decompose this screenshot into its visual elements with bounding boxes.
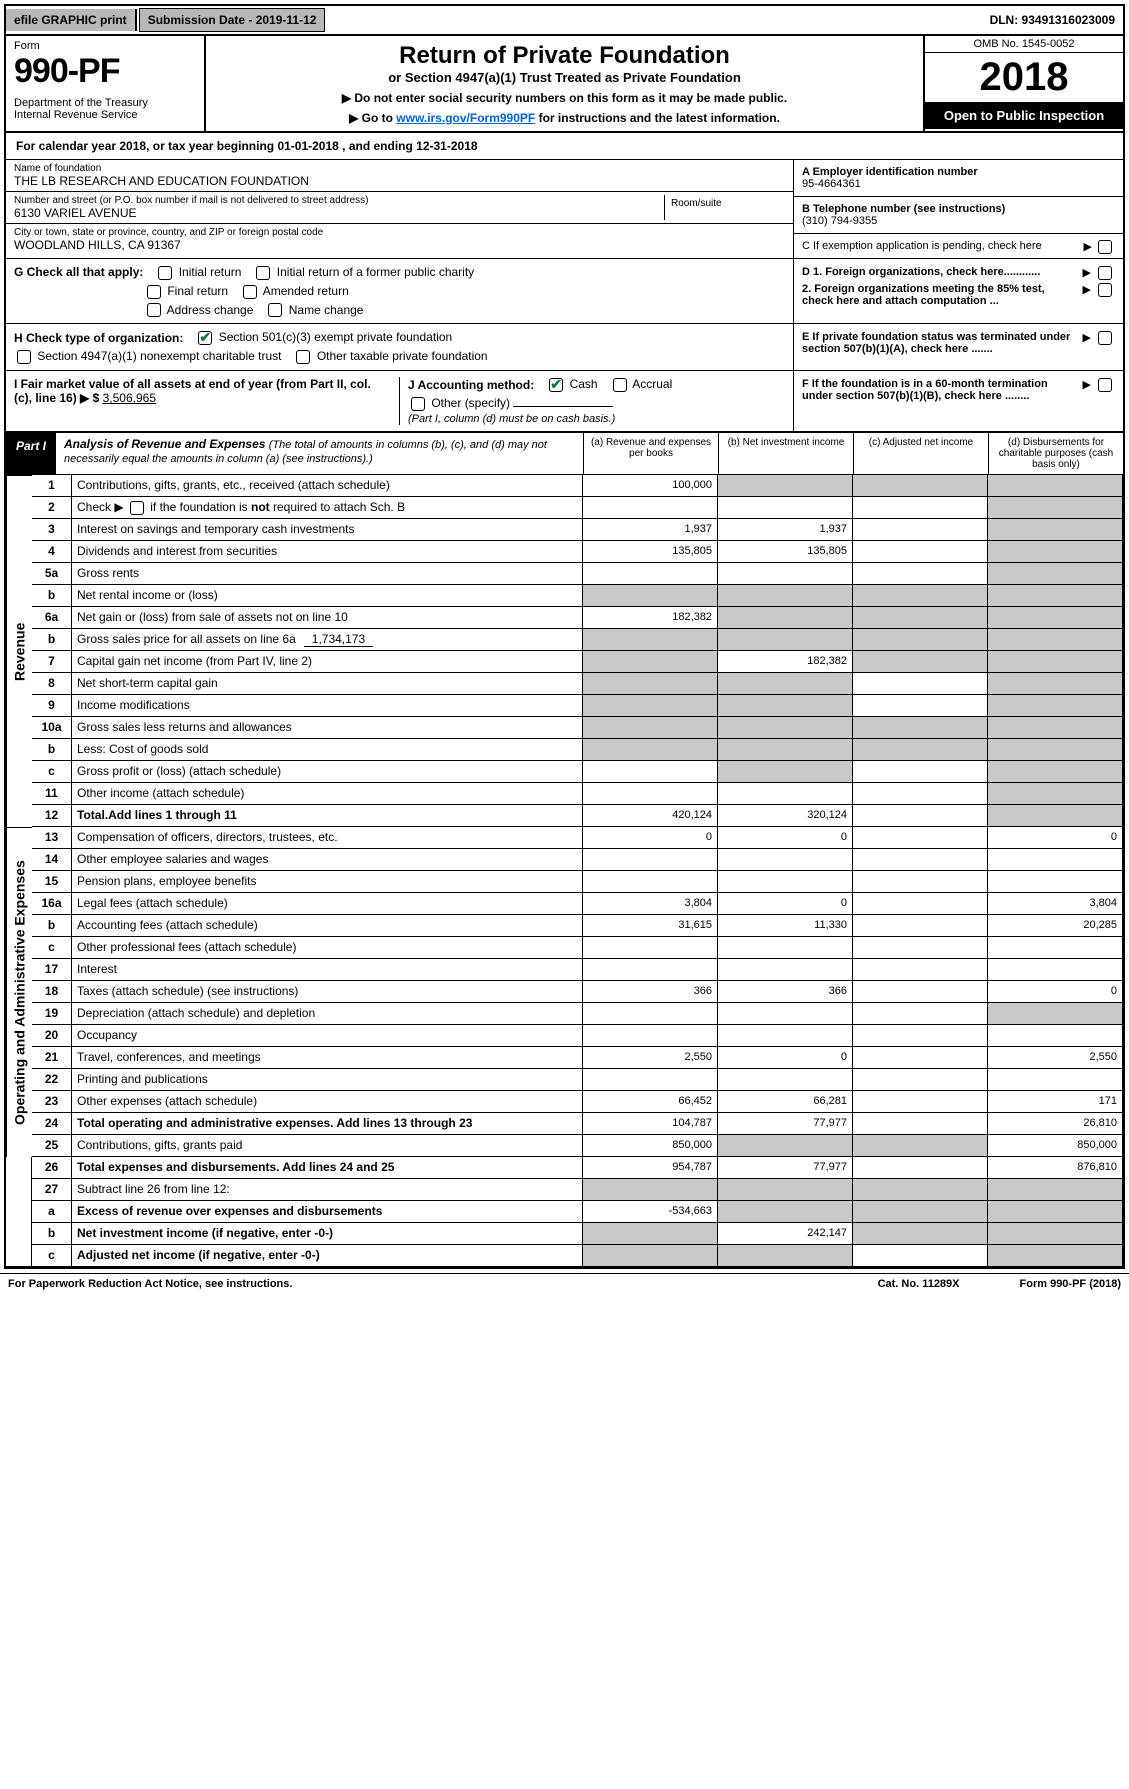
col-d-header: (d) Disbursements for charitable purpose… — [988, 433, 1123, 474]
section-d: D 1. Foreign organizations, check here..… — [793, 259, 1123, 323]
section-ij-f: I Fair market value of all assets at end… — [6, 371, 1123, 431]
exemption-checkbox[interactable] — [1098, 240, 1112, 254]
form-label: Form — [14, 40, 196, 52]
instructions-link[interactable]: www.irs.gov/Form990PF — [396, 111, 535, 125]
final-return-checkbox[interactable] — [147, 285, 161, 299]
501c3-checkbox[interactable] — [198, 331, 212, 345]
header-left: Form 990-PF Department of the Treasury I… — [6, 36, 206, 131]
cash-checkbox[interactable] — [549, 378, 563, 392]
part1-grid: Revenue 1Contributions, gifts, grants, e… — [6, 475, 1123, 1267]
form-header: Form 990-PF Department of the Treasury I… — [6, 36, 1123, 133]
submission-date: Submission Date - 2019-11-12 — [139, 8, 326, 32]
paperwork-notice: For Paperwork Reduction Act Notice, see … — [8, 1278, 292, 1290]
section-e: E If private foundation status was termi… — [793, 324, 1123, 370]
section-ij: I Fair market value of all assets at end… — [6, 371, 793, 431]
name-change-checkbox[interactable] — [268, 303, 282, 317]
revenue-label: Revenue — [6, 475, 32, 827]
form-number: 990-PF — [14, 52, 196, 91]
form-container: efile GRAPHIC print Submission Date - 20… — [4, 4, 1125, 1269]
other-method-checkbox[interactable] — [411, 397, 425, 411]
section-g-d: G Check all that apply: Initial return I… — [6, 259, 1123, 324]
ein-cell: A Employer identification number 95-4664… — [794, 160, 1123, 197]
city-cell: City or town, state or province, country… — [6, 224, 793, 255]
form-footer-label: Form 990-PF (2018) — [1020, 1278, 1121, 1290]
department: Department of the Treasury Internal Reve… — [14, 97, 196, 121]
open-to-public: Open to Public Inspection — [925, 102, 1123, 129]
page-footer: For Paperwork Reduction Act Notice, see … — [0, 1273, 1129, 1294]
catalog-number: Cat. No. 11289X — [878, 1278, 960, 1290]
form-subtitle: or Section 4947(a)(1) Trust Treated as P… — [216, 70, 913, 85]
initial-return-checkbox[interactable] — [158, 266, 172, 280]
col-c-header: (c) Adjusted net income — [853, 433, 988, 474]
60month-checkbox[interactable] — [1098, 378, 1112, 392]
other-taxable-checkbox[interactable] — [296, 350, 310, 364]
accrual-checkbox[interactable] — [613, 378, 627, 392]
part1-tag: Part I — [6, 433, 56, 474]
foundation-name-cell: Name of foundation THE LB RESEARCH AND E… — [6, 160, 793, 192]
tax-year: 2018 — [925, 53, 1123, 102]
foreign-85-checkbox[interactable] — [1098, 283, 1112, 297]
amended-return-checkbox[interactable] — [243, 285, 257, 299]
section-f: F If the foundation is in a 60-month ter… — [793, 371, 1123, 431]
room-cell: Room/suite — [665, 195, 785, 220]
col-a-header: (a) Revenue and expenses per books — [583, 433, 718, 474]
calendar-year-line: For calendar year 2018, or tax year begi… — [6, 133, 1123, 160]
dln: DLN: 93491316023009 — [982, 9, 1123, 31]
expenses-label: Operating and Administrative Expenses — [6, 827, 32, 1157]
fmv-value: 3,506,965 — [103, 391, 156, 405]
address-change-checkbox[interactable] — [147, 303, 161, 317]
section-h-e: H Check type of organization: Section 50… — [6, 324, 1123, 371]
section-g: G Check all that apply: Initial return I… — [6, 259, 793, 323]
header-right: OMB No. 1545-0052 2018 Open to Public In… — [923, 36, 1123, 131]
address-row: Number and street (or P.O. box number if… — [6, 192, 793, 224]
efile-label: efile GRAPHIC print — [6, 9, 137, 31]
section-h: H Check type of organization: Section 50… — [6, 324, 793, 370]
part1-header: Part I Analysis of Revenue and Expenses … — [6, 431, 1123, 475]
col-b-header: (b) Net investment income — [718, 433, 853, 474]
entity-info: Name of foundation THE LB RESEARCH AND E… — [6, 160, 1123, 259]
street-cell: Number and street (or P.O. box number if… — [14, 195, 665, 220]
form-title: Return of Private Foundation — [216, 42, 913, 70]
entity-left: Name of foundation THE LB RESEARCH AND E… — [6, 160, 793, 258]
part1-desc: Analysis of Revenue and Expenses (The to… — [56, 433, 583, 474]
exemption-pending-cell: C If exemption application is pending, c… — [794, 234, 1123, 258]
omb-number: OMB No. 1545-0052 — [925, 36, 1123, 53]
foreign-org-checkbox[interactable] — [1098, 266, 1112, 280]
initial-former-checkbox[interactable] — [256, 266, 270, 280]
entity-right: A Employer identification number 95-4664… — [793, 160, 1123, 258]
4947-checkbox[interactable] — [17, 350, 31, 364]
note-1: ▶ Do not enter social security numbers o… — [216, 91, 913, 105]
header-center: Return of Private Foundation or Section … — [206, 36, 923, 131]
sch-b-checkbox[interactable] — [130, 501, 144, 515]
terminated-checkbox[interactable] — [1098, 331, 1112, 345]
topbar: efile GRAPHIC print Submission Date - 20… — [6, 6, 1123, 36]
note-2: ▶ Go to www.irs.gov/Form990PF for instru… — [216, 111, 913, 125]
telephone-cell: B Telephone number (see instructions) (3… — [794, 197, 1123, 234]
